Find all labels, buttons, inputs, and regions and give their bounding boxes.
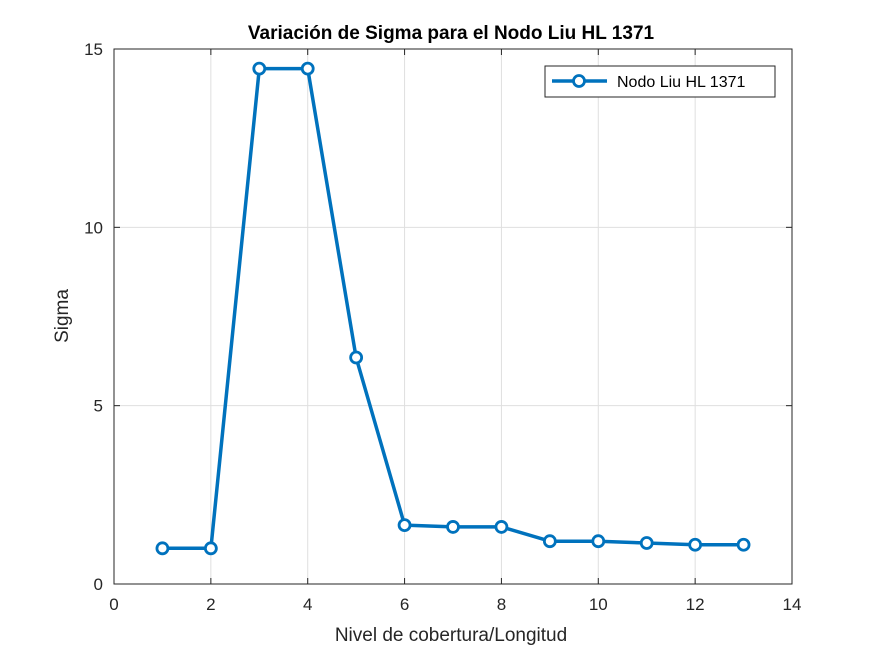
x-tick-label: 8 bbox=[497, 595, 506, 614]
y-axis-label: Sigma bbox=[52, 289, 73, 343]
data-point bbox=[639, 536, 654, 550]
axes-box bbox=[113, 48, 793, 585]
x-tick-label: 4 bbox=[303, 595, 312, 614]
x-axis-label: Nivel de cobertura/Longitud bbox=[335, 625, 567, 646]
data-point bbox=[397, 518, 412, 533]
chart-title: Variación de Sigma para el Nodo Liu HL 1… bbox=[248, 23, 655, 44]
data-point bbox=[591, 534, 606, 549]
data-point bbox=[688, 537, 703, 552]
y-tick-label: 5 bbox=[94, 397, 103, 416]
x-tick-label: 6 bbox=[400, 595, 409, 614]
axis-ticks: 0 2 4 6 8 10 12 14 0 5 10 15 bbox=[84, 40, 801, 614]
plot-area bbox=[114, 49, 792, 584]
data-point bbox=[203, 541, 218, 556]
data-point bbox=[542, 534, 557, 549]
x-tick-label: 0 bbox=[109, 595, 118, 614]
x-tick-label: 12 bbox=[686, 595, 705, 614]
data-point bbox=[349, 350, 364, 365]
series-layer bbox=[155, 61, 751, 556]
x-tick-label: 10 bbox=[589, 595, 608, 614]
y-tick-label: 15 bbox=[84, 40, 103, 59]
data-point bbox=[446, 520, 460, 534]
legend-label: Nodo Liu HL 1371 bbox=[617, 74, 745, 91]
y-tick-label: 0 bbox=[94, 575, 103, 594]
data-point bbox=[252, 61, 267, 76]
y-tick-label: 10 bbox=[84, 218, 103, 237]
data-point bbox=[736, 537, 751, 552]
x-tick-label: 2 bbox=[206, 595, 215, 614]
data-point bbox=[300, 61, 315, 76]
legend-marker-sample bbox=[572, 74, 586, 88]
legend: Nodo Liu HL 1371 bbox=[544, 65, 776, 98]
data-point bbox=[155, 541, 170, 556]
data-point bbox=[494, 520, 509, 534]
grid bbox=[114, 49, 792, 584]
x-tick-label: 14 bbox=[783, 595, 802, 614]
